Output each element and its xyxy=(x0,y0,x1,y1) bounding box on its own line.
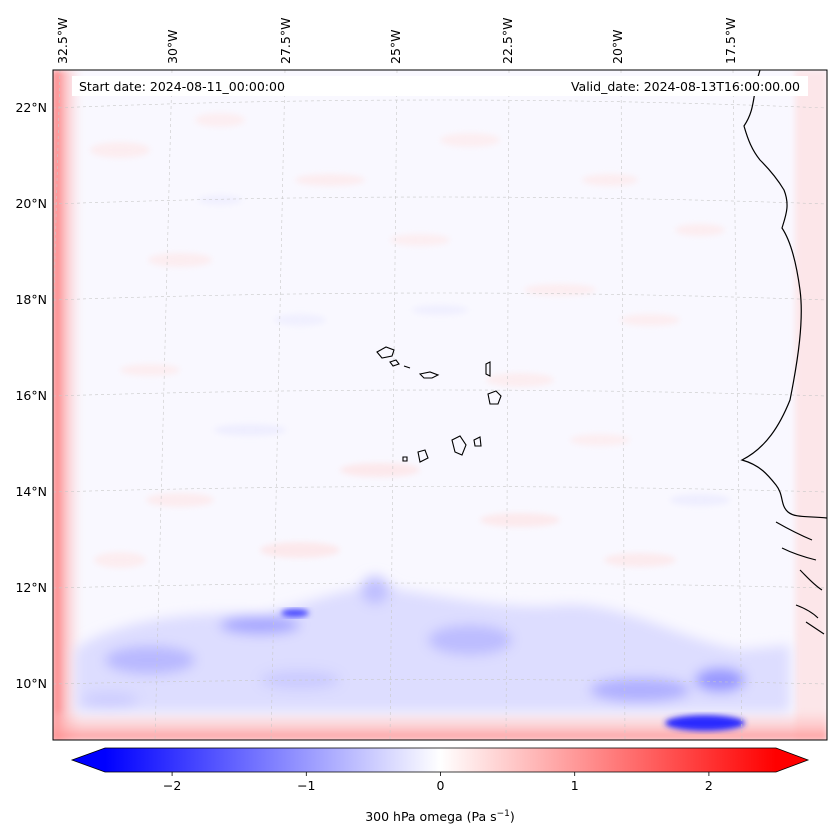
lat-label-22n: 22°N xyxy=(15,100,47,115)
colorbar-outline xyxy=(70,747,810,773)
colorbar-tick-label: −2 xyxy=(163,778,181,793)
colorbar-body xyxy=(105,748,776,772)
lat-label-20n: 20°N xyxy=(15,196,47,211)
colorbar-label-prefix: 300 hPa omega (Pa s xyxy=(365,809,496,824)
ascent-streak xyxy=(281,609,309,617)
colorbar-label-exponent: −1 xyxy=(497,809,510,819)
lon-label-22-5w: 22.5°W xyxy=(500,18,515,64)
colorbar-ticks: −2 −1 0 1 2 xyxy=(163,772,713,793)
colorbar-tick-label: −1 xyxy=(297,778,315,793)
colorbar-tick-label: 2 xyxy=(705,778,713,793)
latitude-labels: 22°N 20°N 18°N 16°N 14°N 12°N 10°N xyxy=(15,100,47,691)
lon-label-17-5w: 17.5°W xyxy=(723,18,738,64)
lat-label-16n: 16°N xyxy=(15,388,47,403)
colorbar-tick-label: 0 xyxy=(437,778,445,793)
start-date-text: Start date: 2024-08-11_00:00:00 xyxy=(79,79,285,94)
gridlines xyxy=(53,70,827,740)
lon-label-30w: 30°W xyxy=(165,29,180,64)
lon-label-32-5w: 32.5°W xyxy=(55,18,70,64)
lon-label-25w: 25°W xyxy=(388,29,403,64)
colorbar-extend-max xyxy=(776,748,808,772)
cape-verde-islands xyxy=(376,346,502,463)
colorbar-tick-label: 1 xyxy=(571,778,579,793)
coast-inlets xyxy=(775,521,825,635)
colorbar-label: 300 hPa omega (Pa s−1) xyxy=(365,809,515,824)
lat-label-14n: 14°N xyxy=(15,484,47,499)
strong-ascent-core xyxy=(665,715,745,731)
header-box xyxy=(72,76,808,96)
lat-label-18n: 18°N xyxy=(15,292,47,307)
lat-label-12n: 12°N xyxy=(15,580,47,595)
colorbar-label-suffix: ) xyxy=(510,809,515,824)
left-edge-band xyxy=(53,70,83,740)
omega-field-speckle xyxy=(90,113,730,568)
valid-date-text: Valid_date: 2024-08-13T16:00:00.00 xyxy=(571,79,800,94)
longitude-labels: 32.5°W 30°W 27.5°W 25°W 22.5°W 20°W 17.5… xyxy=(55,18,738,64)
african-coastline xyxy=(740,70,827,519)
lon-label-20w: 20°W xyxy=(610,29,625,64)
right-edge-band xyxy=(795,70,827,740)
lat-label-10n: 10°N xyxy=(15,676,47,691)
lon-label-27-5w: 27.5°W xyxy=(278,18,293,64)
colorbar: −2 −1 0 1 2 300 hPa omega (Pa s−1) xyxy=(70,747,810,824)
colorbar-extend-min xyxy=(72,748,105,772)
map-panel xyxy=(53,70,827,740)
map-border xyxy=(52,69,828,741)
